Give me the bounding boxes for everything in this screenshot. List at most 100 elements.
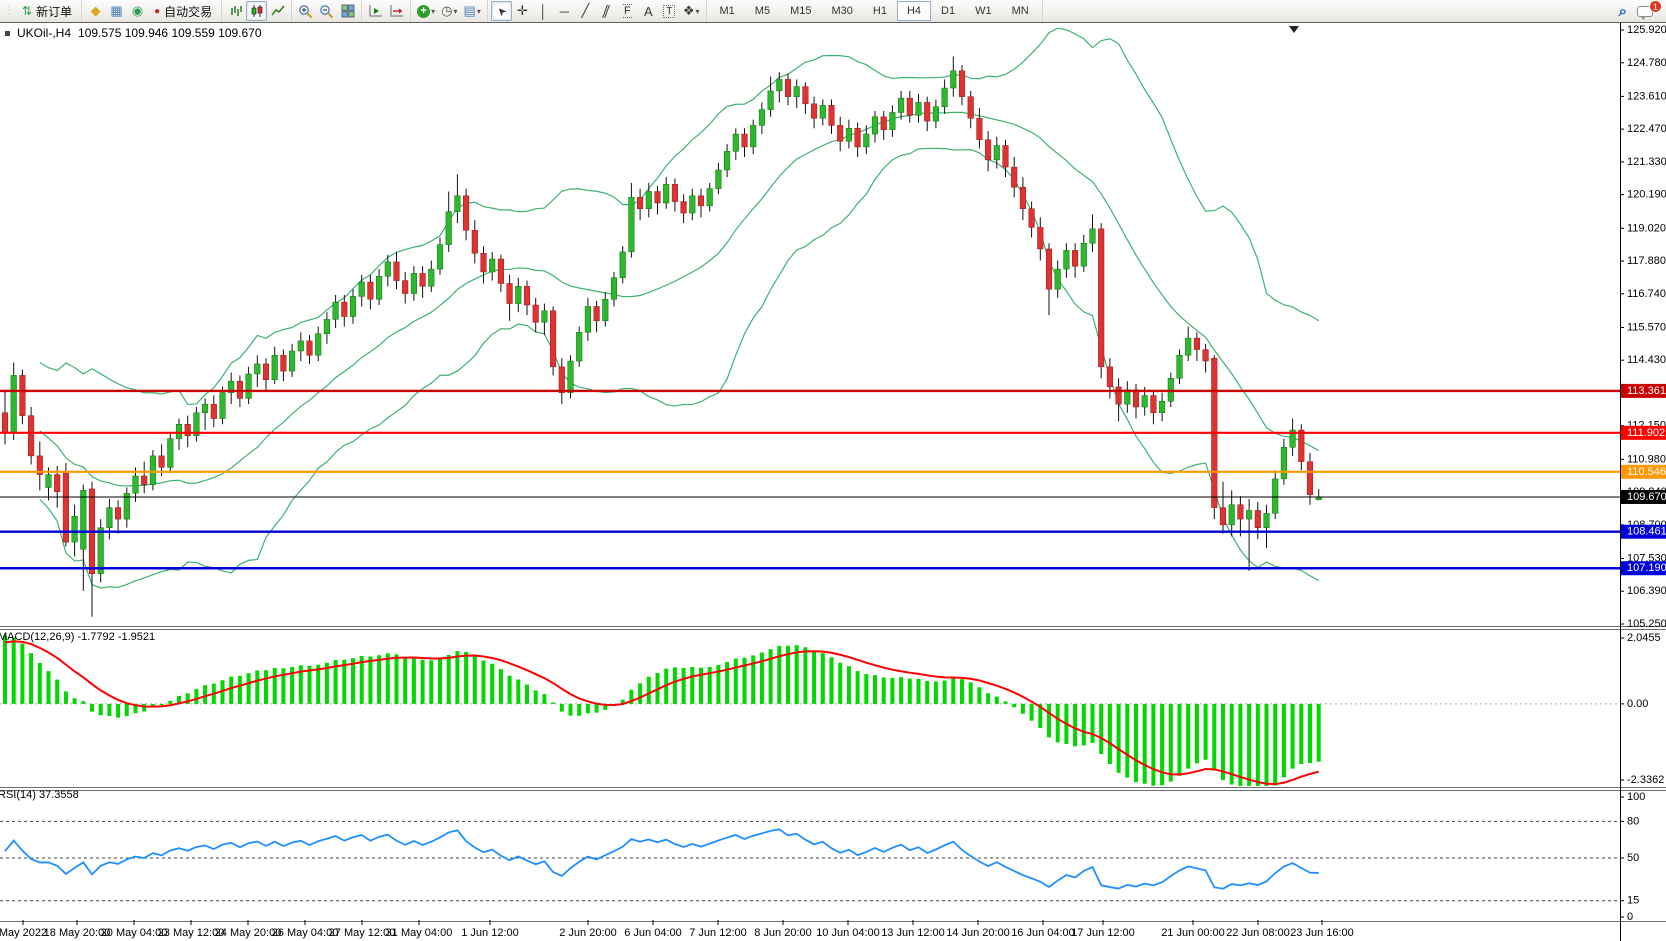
text-label-icon: T bbox=[663, 4, 676, 18]
add-indicator-icon: + bbox=[417, 4, 431, 18]
text-label-button[interactable]: T bbox=[659, 1, 680, 21]
candle-body bbox=[610, 277, 618, 300]
candle-body bbox=[1176, 355, 1183, 379]
candle-body bbox=[1237, 504, 1244, 520]
candle-body bbox=[149, 455, 156, 485]
candle-body bbox=[645, 191, 652, 209]
chart-shift-button[interactable] bbox=[386, 1, 407, 21]
bar-chart-button[interactable] bbox=[225, 1, 246, 21]
data-window-button[interactable]: ▦ bbox=[106, 1, 127, 21]
candle-body bbox=[584, 306, 591, 333]
rsi-pane-label: RSI(14) 37.3558 bbox=[0, 789, 79, 801]
rsi-axis-label: 80 bbox=[1627, 815, 1639, 827]
candle-body bbox=[141, 475, 148, 485]
line-chart-button[interactable] bbox=[267, 1, 288, 21]
candle-body bbox=[1185, 337, 1192, 356]
timeframe-h1[interactable]: H1 bbox=[872, 5, 887, 17]
candle-body bbox=[689, 195, 696, 214]
candle-body bbox=[132, 475, 139, 494]
candle-body bbox=[793, 86, 800, 97]
dropdown-caret[interactable]: ▾ bbox=[431, 6, 436, 16]
search-icon[interactable]: ⌕ bbox=[1618, 2, 1627, 20]
bollinger-lower bbox=[39, 147, 1319, 589]
candle-body bbox=[1045, 248, 1053, 290]
price-badge-label: 113.361 bbox=[1627, 385, 1666, 397]
candle-body bbox=[715, 169, 722, 189]
arrows-button[interactable]: ❖ ▾ bbox=[680, 1, 703, 21]
timeframe-m15[interactable]: M15 bbox=[790, 5, 812, 17]
candle-body bbox=[184, 424, 191, 437]
candle-body bbox=[497, 258, 504, 284]
toolbar-grip[interactable]: ⋮ bbox=[4, 5, 14, 16]
time-axis-label: 1 Jun 12:00 bbox=[461, 927, 519, 939]
candle-body bbox=[193, 412, 200, 437]
trendline-button[interactable]: ╱ bbox=[575, 1, 596, 21]
crosshair-button[interactable]: ✛ bbox=[512, 1, 533, 21]
text-button[interactable]: A bbox=[638, 1, 659, 21]
candle-body bbox=[567, 360, 574, 393]
timeframe-h4[interactable]: H4 bbox=[896, 1, 931, 21]
candle-body bbox=[950, 70, 957, 89]
toolbar-group-panels: ◆ ▦ ◉ ● 自动交易 bbox=[82, 0, 223, 22]
timeframe-m30[interactable]: M30 bbox=[831, 5, 853, 17]
template-button[interactable]: ▤ ▾ bbox=[461, 1, 484, 21]
timeframe-m5[interactable]: M5 bbox=[754, 5, 771, 17]
price-axis-label: 125.920 bbox=[1627, 24, 1666, 36]
price-badge bbox=[1621, 561, 1666, 576]
new-order-label: 新订单 bbox=[36, 4, 73, 19]
chat-button[interactable]: 1 bbox=[1637, 0, 1662, 20]
candle-body bbox=[932, 106, 939, 122]
tile-windows-button[interactable] bbox=[337, 1, 358, 21]
fibonacci-button[interactable]: F bbox=[617, 1, 638, 21]
candle-body bbox=[1054, 268, 1061, 290]
autotrading-button[interactable]: ● 自动交易 bbox=[148, 1, 218, 21]
zoom-in-button[interactable] bbox=[295, 1, 316, 21]
candle-body bbox=[1219, 507, 1227, 526]
zoom-out-button[interactable] bbox=[316, 1, 337, 21]
timeframe-d1[interactable]: D1 bbox=[941, 5, 956, 17]
tile-windows-icon bbox=[341, 4, 355, 18]
chart-icon bbox=[5, 30, 10, 36]
candle-body bbox=[1, 412, 9, 434]
auto-scroll-button[interactable] bbox=[365, 1, 386, 21]
timeframe-mn[interactable]: MN bbox=[1011, 5, 1029, 17]
add-indicator-button[interactable]: + ▾ bbox=[414, 1, 438, 21]
timeframe-w1[interactable]: W1 bbox=[975, 5, 992, 17]
candle-body bbox=[697, 195, 705, 207]
dropdown-caret[interactable]: ▾ bbox=[476, 6, 481, 16]
cursor-icon: ➤ bbox=[494, 3, 510, 19]
candle-body bbox=[967, 96, 974, 119]
candle-body bbox=[654, 191, 661, 204]
candle-body bbox=[532, 304, 539, 323]
period-button[interactable]: ◷ ▾ bbox=[438, 1, 460, 21]
candle-body bbox=[289, 350, 296, 372]
dropdown-caret[interactable]: ▾ bbox=[695, 6, 700, 16]
candle-body bbox=[976, 117, 983, 141]
horizontal-line-button[interactable]: ─ bbox=[554, 1, 575, 21]
dropdown-caret[interactable]: ▾ bbox=[453, 6, 458, 16]
candles-layer bbox=[1, 56, 1322, 617]
rsi-axis-label: 100 bbox=[1627, 791, 1645, 803]
market-watch-icon: ◆ bbox=[90, 3, 101, 18]
market-watch-button[interactable]: ◆ bbox=[85, 1, 106, 21]
price-axis-label: 114.430 bbox=[1627, 354, 1666, 366]
candle-body bbox=[393, 261, 400, 281]
price-badge-label: 108.461 bbox=[1627, 526, 1666, 538]
candle-body bbox=[732, 133, 739, 152]
time-axis-label: 17 Jun 12:00 bbox=[1071, 927, 1135, 939]
price-badge bbox=[1621, 383, 1666, 398]
vertical-line-button[interactable]: │ bbox=[533, 1, 554, 21]
channel-icon: ∥ bbox=[600, 3, 613, 18]
price-axis-label: 110.980 bbox=[1627, 453, 1666, 465]
cursor-button[interactable]: ➤ bbox=[490, 1, 512, 21]
channel-button[interactable]: ∥ bbox=[596, 1, 617, 21]
macd-pane-label: MACD(12,26,9) -1.7792 -1.9521 bbox=[0, 631, 156, 643]
candlestick-chart-button[interactable] bbox=[246, 1, 268, 21]
navigator-button[interactable]: ◉ bbox=[127, 1, 148, 21]
toolbar-group-zoom bbox=[292, 0, 363, 22]
timeframe-m1[interactable]: M1 bbox=[719, 5, 735, 17]
new-order-button[interactable]: ⇅ 新订单 bbox=[16, 1, 78, 21]
price-axis-label: 123.610 bbox=[1627, 90, 1666, 102]
